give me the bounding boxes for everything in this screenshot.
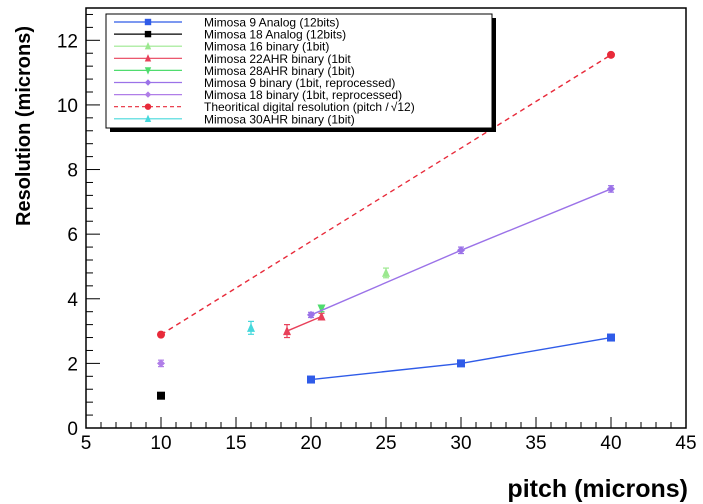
- legend-label: Mimosa 18 binary (1bit, reprocessed): [204, 88, 402, 102]
- series-2: [382, 267, 390, 279]
- y-tick-label: 12: [57, 31, 78, 52]
- data-point: [607, 184, 615, 193]
- x-tick-label: 40: [600, 433, 621, 454]
- legend-label: Mimosa 9 Analog (12bits): [204, 16, 339, 30]
- series-5: [307, 184, 615, 319]
- axes: 5 10 15 20 25 30 35 40 45 0 2 4 6 8 10 12: [57, 13, 697, 454]
- x-tick-label: 25: [375, 433, 396, 454]
- data-point: [307, 310, 315, 319]
- data-point: [157, 391, 165, 400]
- legend-label: Mimosa 18 Analog (12bits): [204, 28, 346, 42]
- data-point: [247, 322, 255, 332]
- legend-label: Mimosa 16 binary (1bit): [204, 40, 329, 54]
- y-tick-label: 8: [67, 161, 78, 182]
- series-3: [283, 311, 326, 339]
- legend-marker: [144, 79, 152, 86]
- y-tick-label: 4: [67, 290, 78, 311]
- series-1: [157, 391, 165, 400]
- data-point: [607, 333, 615, 342]
- legend-formula: √12): [391, 100, 415, 114]
- series-8: [247, 320, 255, 335]
- x-tick-label: 10: [150, 433, 171, 454]
- y-tick-label: 6: [67, 225, 78, 246]
- legend-marker: [144, 30, 152, 38]
- x-axis-title: pitch (microns): [507, 475, 688, 503]
- data-point: [317, 304, 326, 314]
- legend-label: Mimosa 30AHR binary (1bit): [204, 112, 355, 126]
- legend-label: Mimosa 9 binary (1bit, reprocessed): [204, 76, 395, 90]
- series-7: [157, 50, 615, 339]
- y-axis-title: Resolution (microns): [13, 26, 35, 226]
- x-tick-label: 15: [225, 433, 246, 454]
- legend: Mimosa 9 Analog (12bits)Mimosa 18 Analog…: [105, 13, 496, 132]
- x-tick-label: 20: [300, 433, 321, 454]
- data-point: [457, 246, 465, 255]
- data-point: [307, 375, 315, 384]
- data-point: [457, 359, 465, 368]
- data-point: [157, 359, 165, 368]
- legend-marker: [144, 114, 152, 122]
- series-line: [160, 54, 612, 336]
- series-layer: [157, 50, 615, 400]
- x-tick-label: 35: [525, 433, 546, 454]
- y-tick-label: 0: [67, 419, 78, 440]
- legend-marker: [144, 103, 152, 110]
- series-line: [310, 336, 612, 381]
- legend-label: Mimosa 28AHR binary (1bit): [204, 64, 355, 78]
- legend-marker: [144, 91, 152, 98]
- legend-marker: [144, 42, 152, 50]
- legend-marker: [144, 18, 152, 26]
- legend-label: Mimosa 22AHR binary (1bit: [204, 52, 351, 66]
- y-tick-label: 2: [67, 354, 78, 375]
- data-point: [382, 267, 390, 277]
- series-6: [157, 359, 165, 368]
- data-point: [157, 330, 165, 339]
- legend-label: Theoritical digital resolution (pitch /: [204, 100, 389, 114]
- data-point: [283, 326, 291, 336]
- series-line: [286, 315, 322, 332]
- series-0: [307, 333, 615, 384]
- x-tick-label: 5: [81, 433, 92, 454]
- x-tick-label: 45: [675, 433, 696, 454]
- legend-marker: [144, 54, 152, 62]
- data-point: [317, 311, 326, 321]
- data-point: [607, 50, 615, 59]
- x-tick-label: 30: [450, 433, 471, 454]
- y-tick-label: 10: [57, 96, 78, 117]
- legend-marker: [144, 67, 152, 75]
